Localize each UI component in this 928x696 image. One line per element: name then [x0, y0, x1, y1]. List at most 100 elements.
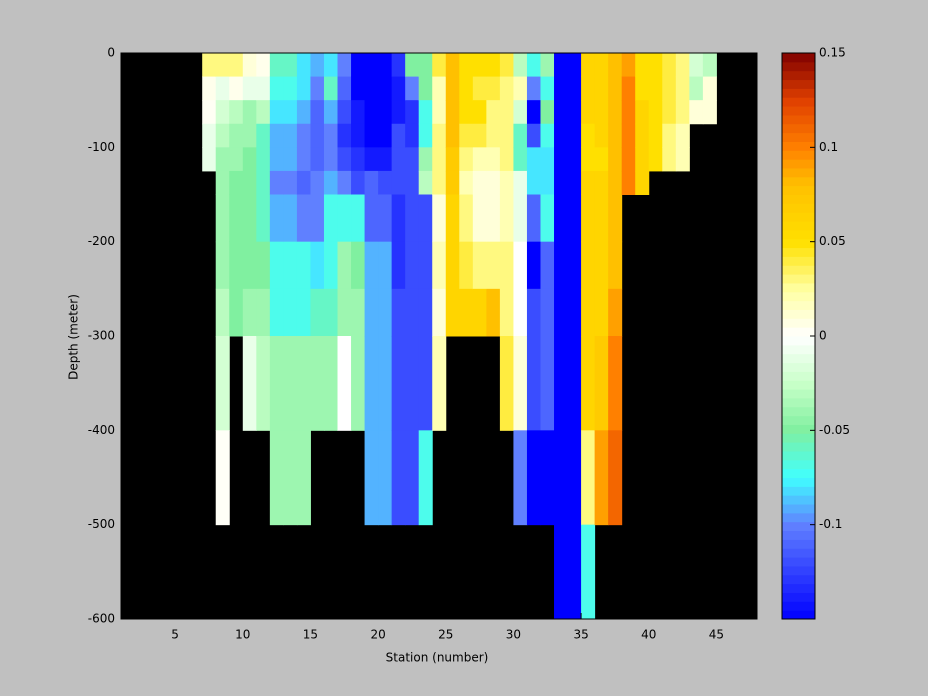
heatmap-cell: [472, 194, 487, 243]
heatmap-cell: [229, 288, 244, 337]
heatmap-cell: [283, 53, 298, 78]
heatmap-cell: [635, 170, 650, 195]
colorbar-band: [782, 318, 815, 328]
heatmap-cell: [296, 100, 311, 125]
heatmap-cell: [323, 288, 339, 337]
colorbar-band: [782, 512, 815, 523]
heatmap-cell: [459, 194, 474, 243]
heatmap-cell: [621, 170, 636, 195]
heatmap-cell: [472, 76, 487, 101]
heatmap-cell: [445, 76, 460, 101]
heatmap-cell: [445, 288, 460, 337]
heatmap-cell: [256, 76, 271, 101]
heatmap-cell: [554, 123, 569, 148]
heatmap-cell: [675, 53, 690, 78]
heatmap-cell: [513, 194, 528, 243]
heatmap-cell: [364, 76, 379, 101]
heatmap-cell: [445, 241, 460, 290]
heatmap-cell: [418, 241, 433, 290]
heatmap-cell: [432, 147, 447, 172]
heatmap-cell: [229, 241, 244, 290]
heatmap-cell: [310, 100, 325, 125]
heatmap-cell: [351, 336, 366, 431]
heatmap-cell: [269, 241, 284, 290]
heatmap-cell: [432, 76, 447, 101]
colorbar-band: [782, 477, 815, 487]
heatmap-cell: [418, 430, 433, 526]
heatmap-cell: [540, 430, 555, 526]
heatmap-cell: [459, 170, 474, 195]
heatmap-cell: [594, 170, 609, 195]
colorbar-band: [782, 88, 815, 98]
heatmap-cell: [526, 147, 541, 172]
colorbar-band: [782, 468, 815, 478]
colorbar-tick-label: 0.1: [819, 140, 838, 154]
colorbar-band: [782, 79, 815, 89]
heatmap-cell: [581, 147, 596, 172]
heatmap-cell: [567, 524, 582, 620]
heatmap-cell: [567, 147, 582, 172]
heatmap-cell: [378, 100, 393, 125]
heatmap-cell: [540, 76, 555, 101]
heatmap-cell: [432, 100, 447, 125]
heatmap-cell: [215, 288, 230, 337]
heatmap-cell: [635, 100, 650, 125]
colorbar-band: [782, 521, 815, 532]
heatmap-cell: [351, 170, 366, 195]
heatmap-cell: [608, 288, 623, 337]
heatmap-cell: [432, 170, 447, 195]
heatmap-cell: [269, 53, 284, 78]
colorbar-band: [782, 132, 815, 142]
heatmap-cell: [594, 76, 609, 101]
heatmap-cell: [499, 123, 514, 148]
heatmap-cell: [675, 147, 690, 172]
heatmap-cell: [594, 147, 609, 172]
x-tick-label: 45: [709, 628, 724, 642]
heatmap-cell: [242, 123, 257, 148]
heatmap-cell: [323, 53, 339, 78]
heatmap-cell: [337, 288, 352, 337]
colorbar-band: [782, 601, 815, 611]
heatmap-cell: [283, 194, 298, 243]
heatmap-cell: [513, 53, 528, 78]
y-tick-label: -600: [88, 612, 115, 626]
heatmap-cell: [296, 76, 311, 101]
heatmap-cell: [499, 170, 514, 195]
heatmap-cell: [472, 170, 487, 195]
heatmap-cell: [702, 76, 717, 101]
heatmap-cell: [513, 241, 528, 290]
heatmap-cell: [648, 76, 663, 101]
heatmap-cell: [472, 147, 487, 172]
heatmap-cell: [621, 76, 636, 101]
heatmap-cell: [215, 194, 230, 243]
heatmap-cell: [269, 123, 284, 148]
colorbar-band: [782, 495, 815, 505]
heatmap-cell: [337, 100, 352, 125]
heatmap-cell: [513, 430, 528, 526]
heatmap-cell: [526, 76, 541, 101]
colorbar-band: [782, 344, 815, 355]
heatmap-cell: [621, 100, 636, 125]
heatmap-cell: [391, 123, 406, 148]
colorbar-band: [782, 592, 815, 602]
heatmap-cell: [635, 76, 650, 101]
heatmap-cell: [567, 288, 582, 337]
x-axis-label: Station (number): [386, 651, 489, 665]
heatmap-cell: [256, 123, 271, 148]
heatmap-cell: [405, 336, 420, 431]
heatmap-cell: [242, 76, 257, 101]
heatmap-cell: [310, 194, 325, 243]
heatmap-cell: [310, 336, 325, 431]
heatmap-cell: [459, 147, 474, 172]
heatmap-cell: [364, 288, 379, 337]
heatmap-cell: [378, 430, 393, 526]
heatmap-cell: [513, 100, 528, 125]
heatmap-cell: [283, 100, 298, 125]
colorbar-band: [782, 371, 815, 381]
heatmap-cell: [323, 170, 339, 195]
heatmap-cell: [608, 100, 623, 125]
heatmap-cell: [581, 53, 596, 78]
colorbar-band: [782, 123, 815, 134]
heatmap-cell: [540, 123, 555, 148]
